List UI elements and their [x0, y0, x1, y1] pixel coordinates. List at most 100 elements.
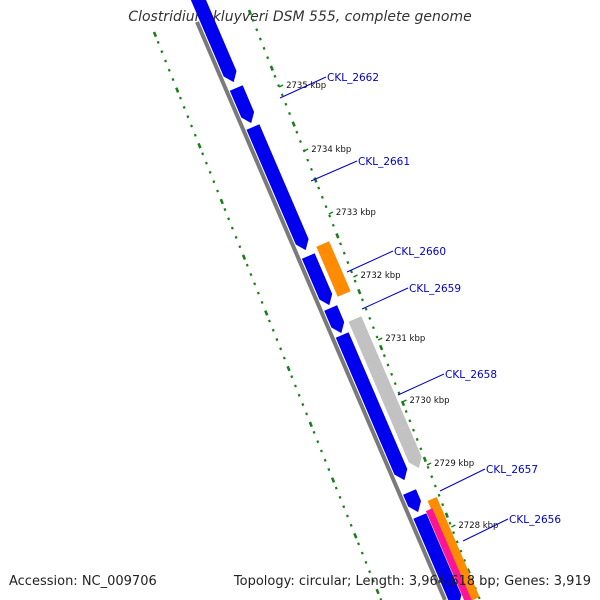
inner-tick-mark [328, 214, 332, 218]
outer-tick-mark [371, 579, 375, 583]
inner-tick-mark [408, 419, 412, 423]
outer-tick-mark [286, 365, 291, 372]
inner-tick-mark [364, 307, 368, 311]
gene-arrow-pink[interactable] [425, 508, 472, 600]
inner-tick-mark [386, 363, 390, 367]
outer-tick-mark [353, 532, 358, 539]
gene-arrow[interactable] [335, 332, 408, 481]
gene-label[interactable]: CKL_2658 [445, 369, 497, 381]
gene-arrow[interactable] [188, 0, 237, 83]
gene-labels: CKL_2662 CKL_2661 CKL_2660 CKL_2659 CKL_2658… [279, 72, 561, 542]
inner-tick-mark [433, 484, 437, 488]
outer-tick-mark [197, 142, 202, 149]
gene-label[interactable]: CKL_2661 [358, 156, 410, 168]
inner-tick-mark [397, 391, 401, 395]
outer-tick-mark [360, 551, 364, 555]
inner-tick-mark [412, 428, 415, 432]
outer-tick-mark [357, 542, 361, 546]
gene-arrow-gray[interactable] [348, 316, 422, 468]
inner-tick-mark [357, 288, 362, 295]
scale-tick [377, 337, 383, 341]
inner-tick-mark [452, 531, 456, 535]
gene-arrow[interactable] [301, 253, 333, 306]
outer-tick-mark [308, 421, 313, 428]
gene-arrow-orange[interactable] [427, 497, 480, 600]
inner-tick-mark [390, 372, 394, 376]
outer-tick-mark [349, 523, 353, 527]
inner-tick-mark [430, 475, 434, 479]
scale-tick-label: 2730 kbp [410, 396, 450, 406]
outer-tick-mark [345, 514, 349, 518]
scale-tick-label: 2731 kbp [385, 334, 425, 344]
gene-leader-line [279, 76, 327, 99]
outer-tick-mark [264, 310, 269, 316]
inner-tick-mark [466, 568, 471, 574]
inner-tick-mark [426, 465, 430, 469]
inner-tick-mark [306, 158, 310, 162]
inner-tick-mark [269, 65, 274, 71]
scale-tick-label: 2728 kbp [458, 521, 498, 531]
outer-tick-mark [238, 245, 242, 249]
gene-leader-line [346, 250, 394, 273]
outer-tick-mark [230, 226, 234, 230]
outer-tick-mark [178, 96, 182, 100]
gene-arrow[interactable] [413, 513, 462, 600]
topology-text: Topology: circular; Length: 3,964,618 bp… [233, 574, 591, 589]
inner-tick-mark [463, 558, 467, 563]
outer-tick-mark [241, 254, 247, 260]
gene-label[interactable]: CKL_2660 [394, 246, 446, 258]
outer-tick-mark [156, 40, 160, 44]
outer-tick-mark [312, 430, 316, 434]
outer-tick-mark [297, 393, 301, 397]
outer-tick-mark [293, 384, 297, 388]
outer-tick-mark [193, 133, 197, 137]
outer-tick-mark [171, 78, 175, 82]
inner-tick-mark [247, 9, 253, 16]
outer-tick-mark [301, 402, 305, 407]
gene-leader-line [361, 287, 409, 310]
outer-tick-mark [267, 319, 271, 323]
inner-tick-mark [382, 354, 386, 358]
gene-label[interactable]: CKL_2657 [486, 464, 538, 476]
outer-tick-mark [227, 217, 231, 221]
outer-tick-mark [190, 124, 194, 128]
outer-tick-mark [253, 282, 257, 286]
inner-tick-mark [258, 37, 262, 41]
inner-tick-mark [360, 298, 364, 302]
inner-tick-mark [262, 46, 266, 50]
gene-leader-line [462, 518, 509, 542]
gene-arrow-orange[interactable] [316, 241, 351, 297]
scale-tick-label: 2733 kbp [336, 208, 376, 218]
inner-tick-mark [313, 177, 318, 183]
gene-label[interactable]: CKL_2662 [327, 72, 379, 84]
inner-tick-mark [324, 205, 328, 209]
outer-tick-mark [305, 412, 309, 416]
scale-tick [303, 148, 309, 152]
outer-tick-mark [275, 337, 279, 342]
outer-tick-mark [338, 495, 342, 499]
inner-tick-mark [339, 242, 343, 246]
inner-tick-mark [280, 93, 284, 97]
inner-tick-mark [455, 540, 459, 544]
gene-label[interactable]: CKL_2659 [409, 283, 461, 295]
gene-arrow[interactable] [246, 124, 309, 251]
inner-tick-mark [346, 260, 350, 265]
inner-tick-mark [255, 28, 259, 32]
scale-tick-label: 2729 kbp [434, 459, 474, 469]
outer-tick-mark [152, 31, 158, 38]
gene-arrow[interactable] [403, 489, 421, 513]
outer-tick-mark [323, 458, 327, 462]
inner-tick-mark [441, 503, 445, 507]
gene-label[interactable]: CKL_2656 [509, 514, 561, 526]
inner-tick-mark [335, 233, 340, 239]
inner-tick-mark [371, 326, 375, 330]
gene-arrow[interactable] [324, 305, 345, 334]
inner-tick-mark [437, 493, 441, 497]
gene-leader-line [397, 373, 445, 396]
inner-tick-mark [295, 130, 299, 134]
outer-tick-mark [327, 467, 331, 472]
gene-arrow[interactable] [229, 85, 255, 124]
inner-tick-mark [331, 223, 335, 227]
outer-tick-mark [175, 87, 180, 93]
